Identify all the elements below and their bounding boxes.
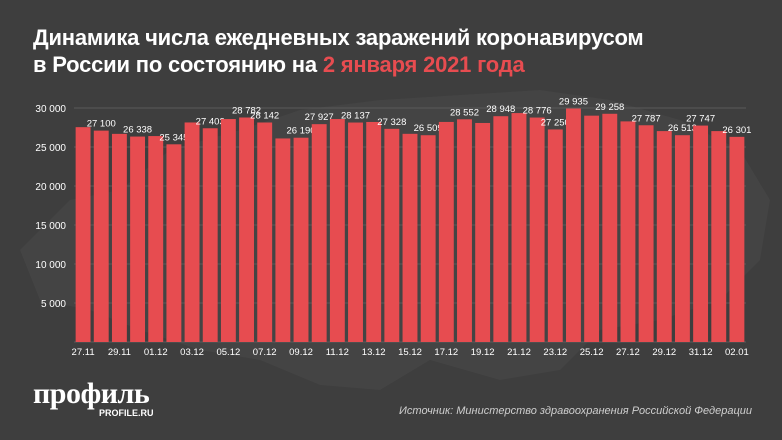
logo-subtext: PROFILE.RU	[99, 408, 154, 418]
y-tick-label: 5 000	[41, 299, 66, 310]
bar	[202, 128, 218, 342]
bar	[220, 119, 236, 342]
bar	[638, 125, 654, 342]
profile-logo: профиль PROFILE.RU	[33, 377, 154, 419]
data-label: 26 190	[286, 126, 315, 137]
bar	[438, 121, 454, 342]
data-label: 29 935	[559, 97, 588, 108]
bar	[348, 122, 363, 342]
x-tick-label: 13.12	[362, 347, 386, 358]
x-tick-label: 29.12	[652, 347, 676, 358]
title-line-2: в России по состоянию на 2 января 2021 г…	[33, 51, 644, 78]
data-label: 25 345	[159, 132, 188, 143]
y-tick-label: 20 000	[35, 182, 66, 193]
bar	[184, 122, 200, 343]
bar	[656, 131, 672, 342]
x-tick-label: 29.11	[108, 347, 131, 358]
bar	[166, 144, 182, 342]
data-label: 27 100	[87, 119, 116, 130]
bar	[275, 138, 291, 342]
x-tick-label: 23.12	[543, 347, 567, 358]
data-label: 28 142	[250, 110, 279, 121]
data-label: 27 250	[541, 117, 570, 128]
x-tick-label: 17.12	[434, 347, 458, 358]
y-tick-label: 10 000	[35, 260, 66, 271]
title-date-accent: 2 января 2021 года	[322, 52, 525, 77]
bar	[239, 117, 254, 342]
x-tick-label: 31.12	[689, 347, 713, 358]
data-label: 27 747	[686, 114, 715, 125]
bar	[148, 136, 164, 342]
bar	[493, 116, 509, 342]
bar	[729, 136, 745, 342]
bar	[711, 131, 727, 342]
bar	[566, 108, 581, 342]
bar	[93, 130, 109, 342]
bar	[547, 129, 563, 342]
bar	[420, 135, 436, 342]
x-tick-label: 21.12	[507, 347, 531, 358]
bar	[475, 122, 491, 342]
source-note: Источник: Министерство здравоохранения Р…	[399, 405, 752, 417]
data-label: 27 328	[377, 117, 406, 128]
data-label: 26 509	[414, 123, 443, 134]
bar	[311, 124, 327, 342]
bar	[620, 121, 636, 343]
data-label: 26 338	[123, 125, 152, 136]
x-tick-label: 05.12	[216, 347, 240, 358]
bar	[674, 135, 690, 342]
bar	[529, 117, 545, 342]
data-label: 28 137	[341, 111, 370, 122]
data-label: 28 782	[232, 106, 261, 117]
x-tick-label: 03.12	[180, 347, 204, 358]
bar	[402, 133, 418, 342]
bar	[584, 115, 600, 342]
bar	[329, 119, 345, 342]
data-label: 26 513	[668, 123, 697, 134]
bar	[111, 133, 127, 342]
bar	[602, 113, 618, 342]
x-tick-label: 09.12	[289, 347, 313, 358]
bar	[366, 121, 382, 342]
bar	[384, 128, 400, 342]
bar	[130, 136, 146, 342]
y-tick-label: 30 000	[35, 104, 66, 115]
data-label: 26 301	[722, 125, 751, 136]
data-label: 27 927	[305, 112, 334, 123]
x-tick-label: 27.12	[616, 347, 640, 358]
bar	[511, 113, 527, 342]
x-tick-label: 15.12	[398, 347, 422, 358]
bar	[257, 122, 273, 342]
x-tick-label: 25.12	[580, 347, 604, 358]
x-tick-label: 01.12	[144, 347, 168, 358]
x-tick-label: 07.12	[253, 347, 277, 358]
bar	[75, 127, 91, 342]
data-label: 28 552	[450, 107, 479, 118]
bar	[457, 119, 472, 342]
x-tick-label: 02.01	[725, 347, 749, 358]
chart-title: Динамика числа ежедневных заражений коро…	[33, 24, 644, 78]
data-label: 27 403	[196, 116, 225, 127]
x-tick-label: 27.11	[72, 347, 95, 358]
bar	[293, 137, 309, 342]
y-tick-label: 15 000	[35, 221, 66, 232]
data-label: 28 948	[486, 104, 515, 115]
data-label: 27 787	[632, 113, 661, 124]
data-label: 28 776	[523, 106, 552, 117]
bar	[693, 125, 709, 343]
y-tick-label: 25 000	[35, 143, 66, 154]
title-line-1: Динамика числа ежедневных заражений коро…	[33, 25, 644, 50]
title-line-2-prefix: в России по состоянию на	[33, 52, 323, 77]
logo-text: профиль	[33, 377, 150, 410]
x-tick-label: 11.12	[326, 347, 349, 358]
x-tick-label: 19.12	[471, 347, 495, 358]
data-label: 29 258	[595, 102, 624, 113]
